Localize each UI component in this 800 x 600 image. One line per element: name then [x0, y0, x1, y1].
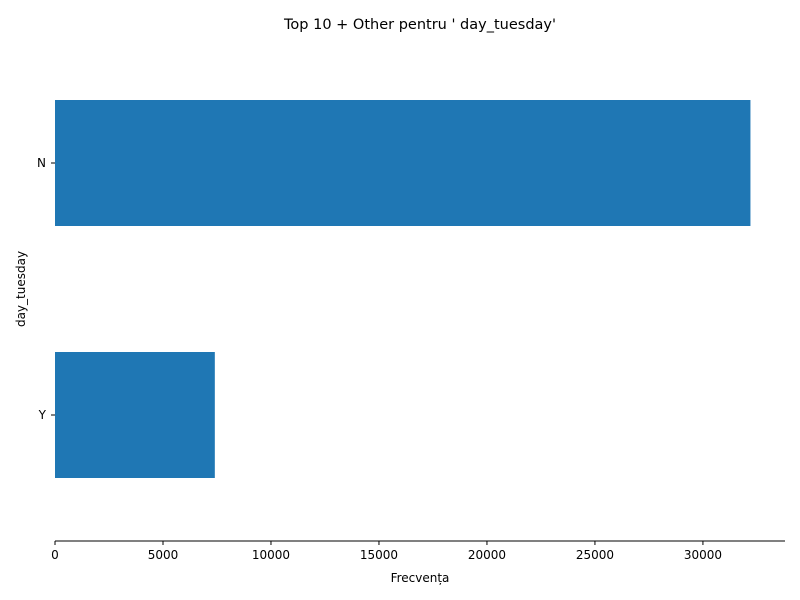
- x-axis-ticks: 0 5000 10000 15000 20000 25000 30000: [51, 541, 722, 562]
- bars: [55, 100, 751, 478]
- bar-Y: [55, 352, 215, 478]
- x-tick-label: 10000: [252, 548, 290, 562]
- y-tick-label: N: [37, 156, 46, 170]
- bar-N: [55, 100, 751, 226]
- chart-title: Top 10 + Other pentru ' day_tuesday': [283, 17, 556, 33]
- x-tick-label: 20000: [468, 548, 506, 562]
- y-axis-ticks: NY: [37, 156, 55, 422]
- x-axis-label: Frecvența: [391, 571, 450, 585]
- x-tick-label: 0: [51, 548, 59, 562]
- x-tick-label: 30000: [684, 548, 722, 562]
- x-tick-label: 15000: [360, 548, 398, 562]
- x-tick-label: 5000: [148, 548, 179, 562]
- y-axis-label: day_tuesday: [14, 251, 28, 327]
- x-tick-label: 25000: [576, 548, 614, 562]
- y-tick-label: Y: [38, 408, 47, 422]
